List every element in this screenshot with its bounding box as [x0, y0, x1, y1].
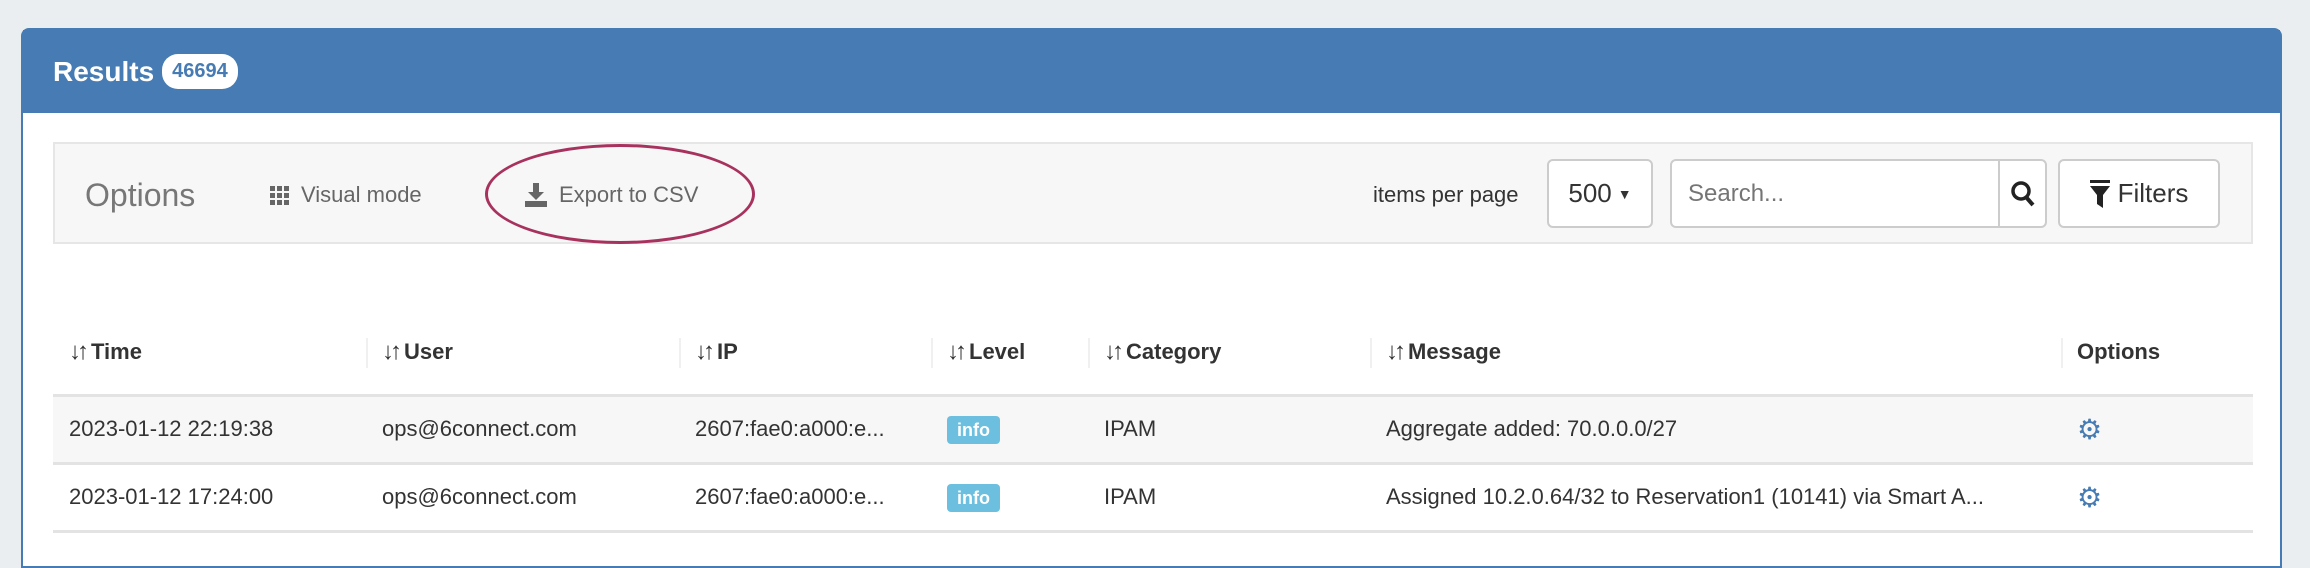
column-user[interactable]: ↓↑ User: [366, 310, 679, 395]
panel-header: Results 46694: [23, 30, 2280, 113]
column-message[interactable]: ↓↑ Message: [1370, 310, 2061, 395]
search-icon: [2010, 180, 2035, 206]
grid-icon: [270, 185, 289, 205]
search-group: [1670, 159, 2047, 228]
options-label: Options: [85, 177, 196, 213]
cell-message: Assigned 10.2.0.64/32 to Reservation1 (1…: [1370, 461, 2061, 531]
column-category[interactable]: ↓↑ Category: [1088, 310, 1370, 395]
sort-icon: ↓↑: [69, 337, 89, 365]
cell-user: ops@6connect.com: [366, 461, 679, 531]
cell-level: info: [931, 461, 1088, 531]
cell-message: Aggregate added: 70.0.0.0/27: [1370, 393, 2061, 463]
options-bar: Options Visual mode Export to CSV items …: [53, 142, 2253, 244]
sort-icon: ↓↑: [1104, 337, 1124, 365]
download-icon: [525, 183, 547, 207]
cell-time: 2023-01-12 22:19:38: [53, 393, 366, 463]
cell-ip: 2607:fae0:a000:e...: [679, 393, 931, 463]
items-per-page-label: items per page: [1373, 182, 1519, 207]
visual-mode-label: Visual mode: [301, 182, 422, 207]
sort-icon: ↓↑: [1386, 337, 1406, 365]
annotation-circle: [485, 144, 755, 244]
results-table: ↓↑ Time ↓↑ User ↓↑ IP ↓↑ Level ↓↑ Category ↓↑…: [53, 310, 2253, 551]
column-label: Time: [91, 338, 142, 364]
cell-ip: 2607:fae0:a000:e...: [679, 461, 931, 531]
items-per-page-value: 500: [1568, 178, 1612, 208]
results-count-badge: 46694: [162, 54, 238, 89]
level-badge: info: [947, 416, 1000, 444]
cell-level: info: [931, 393, 1088, 463]
column-label: IP: [717, 338, 738, 364]
sort-icon: ↓↑: [382, 337, 402, 365]
cell-time: 2023-01-12 17:24:00: [53, 461, 366, 531]
results-panel: Results 46694 Options Visual mode Export…: [21, 28, 2282, 568]
column-label: Message: [1408, 338, 1501, 364]
panel-title: Results: [53, 55, 155, 87]
column-label: Category: [1126, 338, 1222, 364]
export-csv-button[interactable]: Export to CSV: [525, 182, 698, 208]
filters-button[interactable]: Filters: [2058, 159, 2220, 228]
column-label: Options: [2077, 338, 2161, 364]
search-button[interactable]: [1998, 161, 2045, 226]
gear-icon[interactable]: ⚙: [2077, 413, 2103, 445]
level-badge: info: [947, 484, 1000, 512]
cell-category: IPAM: [1088, 461, 1370, 531]
column-label: User: [404, 338, 453, 364]
column-label: Level: [969, 338, 1026, 364]
column-ip[interactable]: ↓↑ IP: [679, 310, 931, 395]
column-options: Options: [2061, 310, 2253, 395]
sort-icon: ↓↑: [947, 337, 967, 365]
items-per-page-select[interactable]: 500 ▼: [1547, 159, 1653, 228]
table-row: 2023-01-12 17:24:00 ops@6connect.com 260…: [53, 461, 2253, 531]
column-level[interactable]: ↓↑ Level: [931, 310, 1088, 395]
cell-options: ⚙: [2061, 461, 2253, 531]
caret-down-icon: ▼: [1617, 185, 1632, 202]
gear-icon[interactable]: ⚙: [2077, 481, 2103, 513]
export-csv-label: Export to CSV: [559, 182, 699, 207]
sort-icon: ↓↑: [695, 337, 715, 365]
search-input[interactable]: [1672, 161, 1998, 226]
filter-icon: [2089, 179, 2110, 208]
cell-category: IPAM: [1088, 393, 1370, 463]
cell-user: ops@6connect.com: [366, 393, 679, 463]
table-row: [53, 529, 2253, 551]
cell-options: ⚙: [2061, 393, 2253, 463]
filters-label: Filters: [2117, 178, 2189, 208]
column-time[interactable]: ↓↑ Time: [53, 310, 366, 395]
table-row: 2023-01-12 22:19:38 ops@6connect.com 260…: [53, 393, 2253, 463]
visual-mode-button[interactable]: Visual mode: [270, 182, 422, 208]
